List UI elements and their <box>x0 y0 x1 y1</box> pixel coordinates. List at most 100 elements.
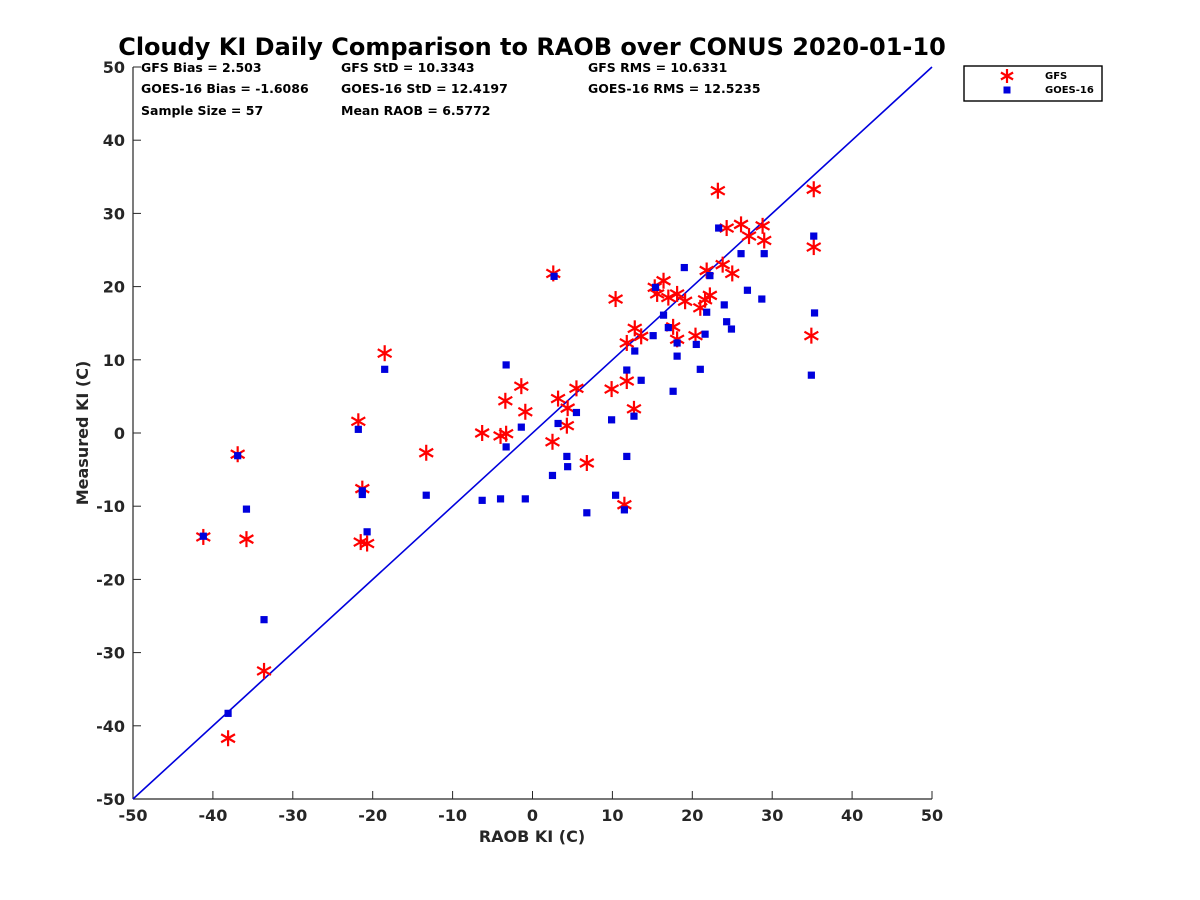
y-tick-label: -30 <box>96 644 125 663</box>
goes16-point <box>807 371 815 379</box>
asterisk-stroke <box>238 534 254 545</box>
asterisk-stroke <box>710 185 726 196</box>
asterisk-stroke <box>498 428 514 439</box>
goes16-point <box>422 491 430 499</box>
asterisk-stroke <box>688 330 703 341</box>
x-tick-label: -10 <box>438 806 467 825</box>
y-tick-label: -40 <box>96 717 125 736</box>
asterisk-stroke <box>626 403 642 414</box>
gfs-point <box>806 239 822 256</box>
goes16-point <box>649 332 657 340</box>
asterisk-stroke <box>699 265 715 276</box>
gfs-point <box>568 380 584 397</box>
y-tick-label: -10 <box>96 497 125 516</box>
asterisk-stroke <box>568 383 584 394</box>
asterisk-stroke <box>733 219 749 230</box>
goes16-point <box>623 452 631 461</box>
gfs-point <box>220 730 236 747</box>
y-tick-label: -20 <box>96 570 125 589</box>
asterisk-stroke <box>633 331 649 342</box>
goes16-point <box>673 339 681 347</box>
asterisk-stroke <box>741 231 757 242</box>
gfs-point <box>608 291 624 308</box>
goes16-point <box>701 330 709 338</box>
asterisk-stroke <box>724 268 740 279</box>
gfs-point <box>803 327 819 344</box>
y-tick-label: 10 <box>103 351 125 370</box>
goes16-point <box>810 309 819 317</box>
stat-text: GOES-16 RMS = 12.5235 <box>588 81 761 96</box>
gfs-point <box>660 289 676 306</box>
goes16-point <box>354 425 362 433</box>
goes16-point <box>611 491 620 499</box>
asterisk-stroke <box>353 537 369 548</box>
x-tick-label: -30 <box>278 806 307 825</box>
asterisk-stroke <box>579 458 595 468</box>
goes16-point <box>234 452 242 460</box>
gfs-point <box>715 256 731 273</box>
x-tick-label: -40 <box>198 806 227 825</box>
x-tick-label: 50 <box>921 806 943 825</box>
stat-text: GOES-16 Bias = -1.6086 <box>141 81 309 96</box>
gfs-point <box>579 455 595 472</box>
asterisk-stroke <box>715 259 731 270</box>
asterisk-stroke <box>806 242 822 253</box>
asterisk-stroke <box>350 416 366 427</box>
stat-text: Mean RAOB = 6.5772 <box>341 103 490 118</box>
asterisk-stroke <box>359 538 375 549</box>
goes16-point <box>651 283 660 291</box>
gfs-point <box>756 232 772 249</box>
x-tick-label: 40 <box>841 806 863 825</box>
asterisk-stroke <box>756 235 772 246</box>
goes16-point <box>692 340 700 349</box>
chart-title: Cloudy KI Daily Comparison to RAOB over … <box>118 33 946 61</box>
y-tick-label: -50 <box>96 790 125 809</box>
asterisk-stroke <box>377 348 393 359</box>
asterisk-stroke <box>474 428 490 438</box>
goes16-point <box>810 232 818 240</box>
goes16-point <box>260 616 268 624</box>
asterisk-stroke <box>619 376 635 386</box>
gfs-point <box>733 216 749 233</box>
asterisk-stroke <box>418 447 434 458</box>
asterisk-stroke <box>803 330 819 341</box>
y-tick-label: 0 <box>114 424 125 443</box>
gfs-point <box>517 403 533 420</box>
goes16-point <box>517 423 525 431</box>
legend-box <box>963 65 1103 102</box>
asterisk-stroke <box>220 733 236 744</box>
asterisk-stroke <box>608 294 624 304</box>
goes16-point <box>680 263 688 272</box>
goes16-point <box>363 528 371 536</box>
goes16-point <box>563 452 571 461</box>
x-tick-label: -50 <box>119 806 148 825</box>
y-tick-label: 20 <box>103 278 125 297</box>
asterisk-stroke <box>669 288 685 299</box>
gfs-point <box>377 345 393 362</box>
goes16-point <box>554 419 562 428</box>
goes16-point <box>620 506 628 514</box>
gfs-point <box>656 272 672 289</box>
gfs-point <box>741 228 757 245</box>
goes16-point <box>743 286 752 294</box>
y-tick-label: 30 <box>103 204 125 223</box>
asterisk-stroke <box>513 381 529 392</box>
goes16-point <box>737 250 745 258</box>
legend-gfs-label: GFS <box>1045 71 1067 82</box>
gfs-point <box>544 433 560 450</box>
gfs-point <box>418 444 434 461</box>
y-axis-label: Measured KI (C) <box>73 361 92 506</box>
gfs-point <box>619 334 635 351</box>
asterisk-stroke <box>656 275 672 286</box>
goes16-point <box>696 365 704 373</box>
gfs-point <box>513 378 529 395</box>
goes16-point <box>199 532 207 540</box>
gfs-point <box>633 328 649 345</box>
goes16-point <box>673 352 681 360</box>
stats-block: GFS Bias = 2.503 GFS StD = 10.3343 GFS RMS… <box>141 60 761 118</box>
gfs-point <box>359 535 375 552</box>
x-axis-label: RAOB KI (C) <box>479 827 585 846</box>
gfs-point <box>619 373 635 390</box>
asterisk-stroke <box>1000 71 1014 81</box>
